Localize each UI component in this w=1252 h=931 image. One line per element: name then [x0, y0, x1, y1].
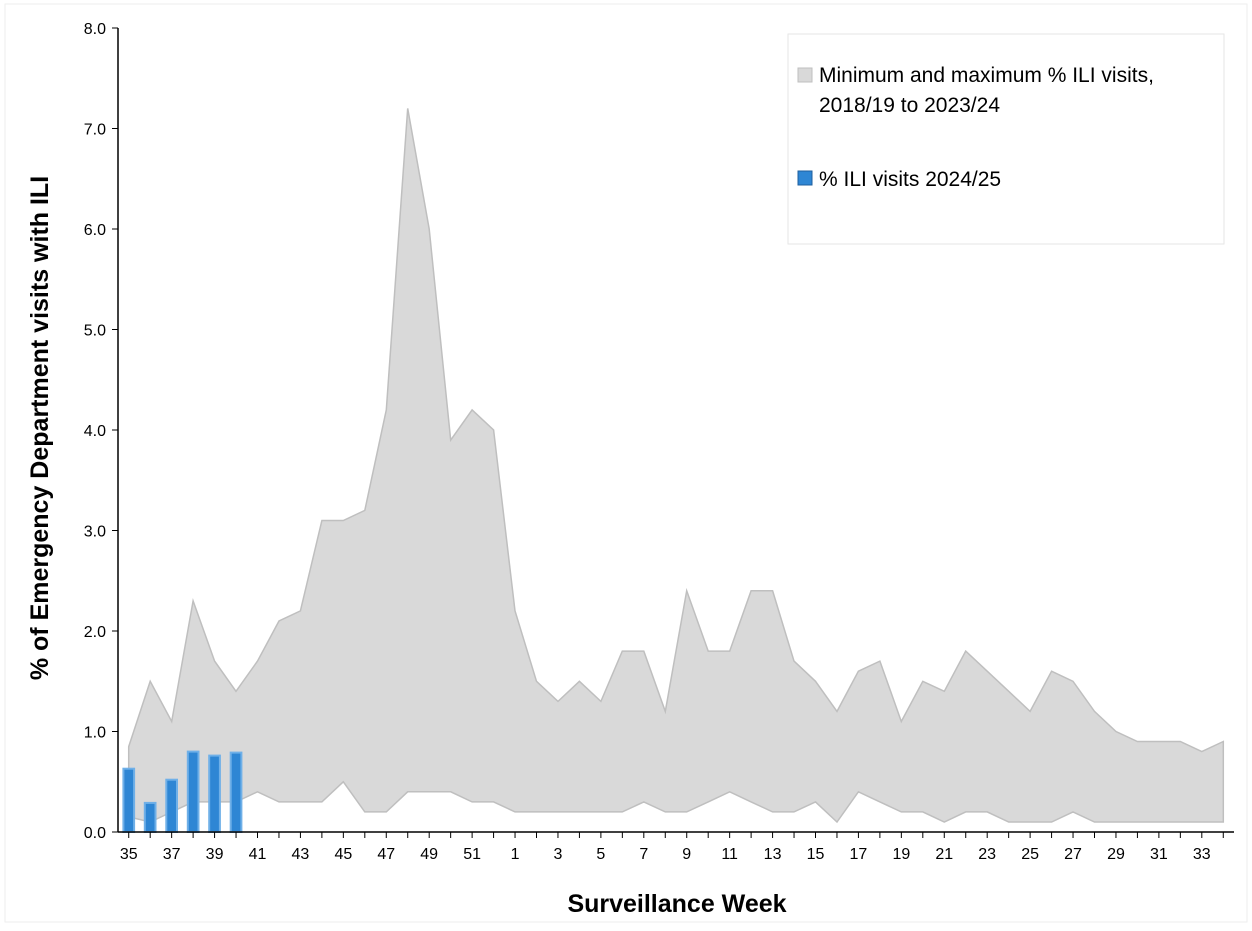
- x-tick-label: 37: [163, 846, 181, 863]
- bar-week-40: [229, 751, 243, 833]
- y-tick-label: 4.0: [84, 423, 106, 440]
- x-tick-label: 11: [721, 846, 738, 863]
- bar-week-35: [122, 767, 136, 834]
- y-tick-label: 7.0: [84, 122, 106, 139]
- y-tick-label: 2.0: [84, 624, 106, 641]
- x-tick-label: 39: [206, 846, 224, 863]
- y-axis-title: % of Emergency Department visits with IL…: [26, 176, 54, 680]
- x-ticks: 35 37 39 41 43 45 47 49 51 1 3 5 7 9 11 13 15 17 19 21 23 25 2…: [120, 832, 1224, 863]
- legend-swatch-bars: [797, 170, 813, 186]
- bar-week-39: [208, 754, 221, 833]
- legend-swatch-range: [797, 67, 813, 83]
- x-tick-label: 25: [1021, 846, 1039, 863]
- x-tick-label: 27: [1064, 846, 1082, 863]
- bar-week-36: [143, 801, 157, 834]
- x-tick-label: 9: [682, 846, 691, 863]
- x-tick-label: 19: [892, 846, 910, 863]
- y-tick-label: 8.0: [84, 21, 106, 38]
- y-tick-label: 6.0: [84, 222, 106, 239]
- x-tick-label: 23: [978, 846, 996, 863]
- y-tick-label: 3.0: [84, 524, 106, 541]
- x-tick-label: 31: [1150, 846, 1168, 863]
- x-tick-label: 7: [639, 846, 648, 863]
- range-area-layer: [127, 108, 1225, 824]
- x-tick-label: 15: [807, 846, 825, 863]
- legend-box: [787, 33, 1225, 245]
- x-tick-label: 35: [120, 846, 138, 863]
- y-tick-label: 1.0: [84, 725, 106, 742]
- x-tick-label: 3: [554, 846, 563, 863]
- x-tick-label: 47: [377, 846, 395, 863]
- x-tick-label: 33: [1193, 846, 1211, 863]
- chart-frame: [4, 3, 1248, 923]
- x-tick-label: 45: [334, 846, 352, 863]
- y-tick-label: 5.0: [84, 323, 106, 340]
- bar-week-37: [165, 778, 179, 834]
- bar-week-38: [186, 750, 200, 833]
- x-tick-label: 29: [1107, 846, 1125, 863]
- x-tick-label: 17: [850, 846, 868, 863]
- y-ticks: 0.0 1.0 2.0 3.0 4.0 5.0 6.0 7.0 8.0: [84, 21, 118, 842]
- x-tick-label: 5: [596, 846, 605, 863]
- range-area: [127, 108, 1225, 824]
- x-tick-label: 41: [249, 846, 267, 863]
- x-tick-label: 43: [292, 846, 310, 863]
- x-tick-label: 13: [764, 846, 782, 863]
- legend: Minimum and maximum % ILI visits, 2018/1…: [787, 33, 1225, 245]
- y-tick-label: 0.0: [84, 825, 106, 842]
- legend-label-bars: % ILI visits 2024/25: [819, 168, 1001, 191]
- legend-label-range: Minimum and maximum % ILI visits, 2018/1…: [819, 64, 1160, 117]
- x-tick-label: 1: [511, 846, 520, 863]
- x-tick-label: 21: [935, 846, 953, 863]
- x-axis-title: Surveillance Week: [567, 890, 786, 918]
- x-tick-label: 49: [420, 846, 438, 863]
- x-tick-label: 51: [463, 846, 481, 863]
